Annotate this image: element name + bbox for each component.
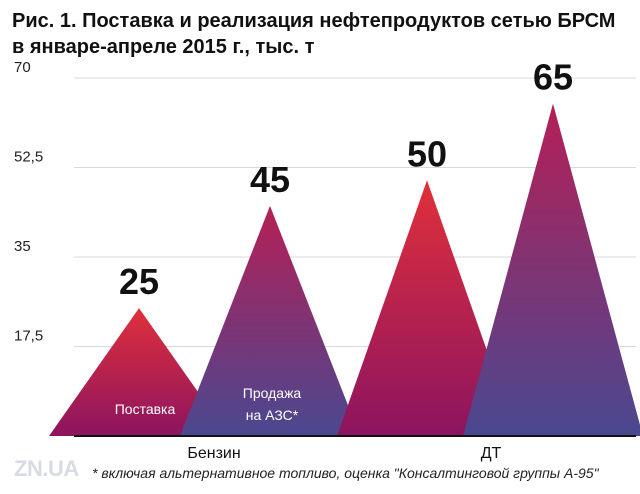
x-axis-category-labels: Бензин ДТ xyxy=(187,445,501,462)
x-category-label: Бензин xyxy=(187,445,240,462)
y-tick-label: 17,5 xyxy=(14,328,43,345)
data-label: 50 xyxy=(407,133,447,174)
triangle-bar xyxy=(337,180,517,436)
triangle-marks: 25 45 50 65 Поставка Продажа на АЗС* xyxy=(49,57,640,436)
data-label: 25 xyxy=(119,261,159,302)
triangle-bar xyxy=(180,205,360,436)
y-tick-label: 52,5 xyxy=(14,149,43,166)
chart-title-line-2: в январе-апреле 2015 г., тыс. т xyxy=(12,36,315,58)
y-tick-label: 70 xyxy=(14,59,31,76)
y-tick-label: 35 xyxy=(14,238,31,255)
y-axis-tick-labels: 17,5 35 52,5 70 xyxy=(14,59,43,345)
data-label: 45 xyxy=(250,159,290,200)
chart-title: Рис. 1. Поставка и реализация нефтепроду… xyxy=(12,8,632,60)
footnote: * включая альтернативное топливо, оценка… xyxy=(92,465,599,481)
watermark-logo: ZN.UA xyxy=(14,456,79,481)
data-label: 65 xyxy=(533,57,573,98)
chart-title-line-1: Рис. 1. Поставка и реализация нефтепроду… xyxy=(12,10,616,32)
series-label-supply: Поставка xyxy=(115,401,176,417)
series-label-sales: Продажа на АЗС* xyxy=(243,385,302,423)
x-category-label: ДТ xyxy=(481,445,502,462)
triangle-bar xyxy=(49,308,229,436)
triangle-bar xyxy=(463,103,640,436)
